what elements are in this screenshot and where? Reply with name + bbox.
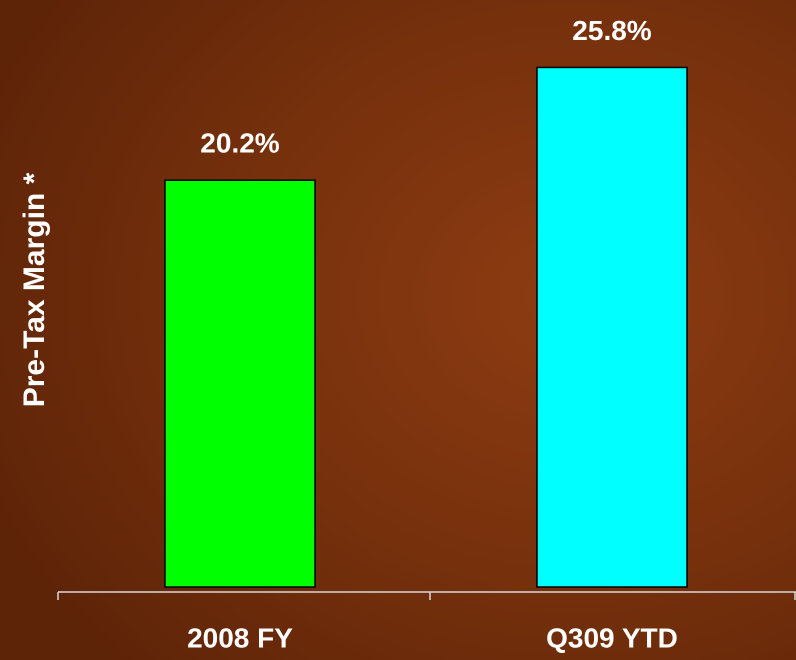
y-axis-label: Pre-Tax Margin * (18, 172, 51, 407)
value-label: 25.8% (572, 15, 651, 46)
x-tick-label: 2008 FY (187, 622, 293, 653)
x-tick-label: Q309 YTD (546, 622, 678, 653)
bar (164, 179, 316, 588)
value-label: 20.2% (200, 128, 279, 159)
bar (536, 66, 688, 588)
